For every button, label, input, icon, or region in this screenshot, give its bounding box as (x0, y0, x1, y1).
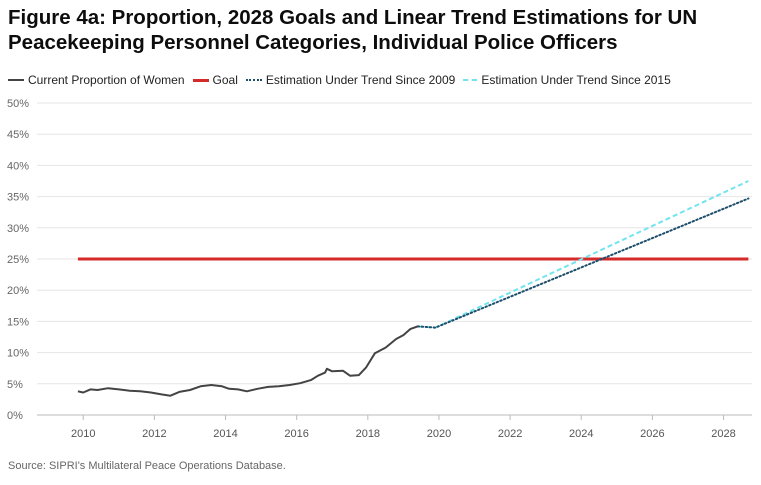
y-tick-label: 40% (7, 160, 29, 172)
x-tick-label: 2012 (142, 428, 166, 440)
x-tick-label: 2016 (284, 428, 308, 440)
legend-label-trend-2009: Estimation Under Trend Since 2009 (265, 73, 456, 87)
x-tick-label: 2010 (71, 428, 95, 440)
legend-item-trend-2009: Estimation Under Trend Since 2009 (245, 73, 456, 87)
legend-item-goal: Goal (192, 73, 238, 87)
x-tick-label: 2020 (427, 428, 451, 440)
legend-swatch-trend-2009 (245, 79, 262, 81)
y-tick-label: 0% (7, 410, 23, 422)
y-tick-label: 20% (7, 285, 29, 297)
y-tick-label: 30% (7, 223, 29, 235)
x-tick-label: 2014 (213, 428, 237, 440)
series-line-current-proportion (77, 325, 418, 397)
y-tick-label: 15% (7, 316, 29, 328)
legend-label-current: Current Proportion of Women (28, 73, 185, 87)
y-tick-label: 25% (7, 254, 29, 266)
chart-plot: 0% 5% 10% 15% 20% 25% 30% 35% 40% 45% 50% 2010 2012 2… (7, 98, 752, 440)
y-tick-label: 10% (7, 348, 29, 360)
y-tick-label: 5% (7, 379, 23, 391)
legend-label-trend-2015: Estimation Under Trend Since 2015 (481, 73, 671, 87)
chart-legend: Current Proportion of Women Goal Estimat… (8, 72, 679, 88)
series-line-trend-2015 (417, 180, 749, 329)
x-tick-label: 2024 (569, 428, 593, 440)
chart-title: Figure 4a: Proportion, 2028 Goals and Li… (8, 6, 698, 54)
x-tick-label: 2022 (498, 428, 522, 440)
y-tick-label: 35% (7, 192, 29, 204)
y-tick-label: 45% (7, 129, 29, 141)
source-note: Source: SIPRI's Multilateral Peace Opera… (8, 460, 286, 472)
y-tick-label: 50% (7, 98, 29, 110)
x-tick-label: 2018 (356, 428, 380, 440)
legend-label-goal: Goal (212, 73, 238, 87)
x-tick-label: 2026 (640, 428, 664, 440)
legend-item-trend-2015: Estimation Under Trend Since 2015 (463, 73, 671, 87)
legend-swatch-current (8, 79, 24, 81)
x-tick-label: 2028 (711, 428, 735, 440)
legend-swatch-goal (192, 78, 209, 82)
legend-swatch-trend-2015 (463, 79, 478, 81)
series-line-trend-2009 (416, 197, 750, 329)
legend-item-current: Current Proportion of Women (8, 73, 185, 87)
